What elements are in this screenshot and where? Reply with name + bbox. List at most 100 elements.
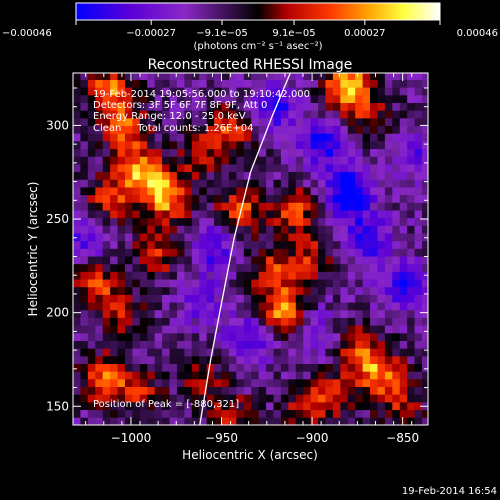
heatmap-cell — [87, 409, 96, 418]
heatmap-cell — [191, 348, 200, 357]
heatmap-cell — [266, 286, 274, 295]
heatmap-cell — [102, 164, 111, 173]
heatmap-cell — [273, 148, 282, 157]
heatmap-cell — [251, 294, 260, 303]
heatmap-cell — [228, 179, 237, 188]
heatmap-cell — [266, 225, 274, 234]
heatmap-cell — [95, 133, 104, 142]
heatmap-cell — [132, 417, 141, 425]
heatmap-cell — [162, 179, 170, 188]
heatmap-cell — [95, 294, 104, 303]
heatmap-cell — [332, 140, 341, 150]
heatmap-cell — [102, 363, 111, 372]
heatmap-cell — [251, 401, 260, 411]
heatmap-cell — [73, 225, 81, 234]
heatmap-cell — [258, 87, 267, 96]
heatmap-cell — [162, 110, 170, 119]
heatmap-cell — [147, 164, 156, 173]
heatmap-cell — [176, 156, 185, 165]
heatmap-cell — [377, 409, 386, 418]
heatmap-cell — [251, 355, 260, 364]
heatmap-cell — [303, 164, 312, 173]
heatmap-cell — [73, 148, 81, 157]
heatmap-cell — [206, 202, 215, 211]
heatmap-cell — [162, 240, 170, 249]
heatmap-cell — [221, 187, 230, 196]
heatmap-cell — [384, 340, 393, 349]
heatmap-cell — [303, 363, 312, 372]
heatmap-cell — [184, 386, 193, 395]
heatmap-cell — [214, 279, 222, 288]
heatmap-cell — [347, 340, 356, 349]
heatmap-cell — [176, 394, 185, 403]
heatmap-cell — [102, 179, 111, 188]
heatmap-cell — [251, 73, 260, 80]
heatmap-cell — [124, 225, 133, 234]
heatmap-cell — [124, 164, 133, 173]
heatmap-cell — [288, 87, 297, 96]
heatmap-cell — [110, 202, 118, 211]
heatmap-cell — [102, 348, 111, 357]
heatmap-cell — [295, 294, 304, 303]
heatmap-cell — [243, 156, 252, 165]
heatmap-cell — [362, 248, 371, 257]
heatmap-cell — [377, 279, 386, 288]
heatmap-cell — [176, 294, 185, 303]
heatmap-cell — [266, 233, 274, 242]
heatmap-cell — [214, 156, 222, 165]
heatmap-cell — [132, 94, 141, 103]
heatmap-cell — [355, 325, 364, 334]
heatmap-cell — [117, 156, 126, 165]
heatmap-cell — [422, 363, 428, 372]
heatmap-cell — [214, 302, 222, 311]
heatmap-cell — [251, 202, 260, 211]
heatmap-cell — [288, 225, 297, 234]
heatmap-cell — [370, 401, 378, 411]
heatmap-cell — [191, 294, 200, 303]
heatmap-cell — [325, 378, 334, 388]
heatmap-cell — [199, 294, 208, 303]
heatmap-cell — [73, 378, 81, 388]
heatmap-cell — [132, 263, 141, 272]
heatmap-cell — [87, 256, 96, 265]
heatmap-cell — [80, 256, 89, 265]
heatmap-cell — [399, 87, 408, 96]
heatmap-cell — [139, 394, 148, 403]
heatmap-cell — [340, 348, 349, 357]
heatmap-cell — [147, 117, 156, 127]
heatmap-cell — [325, 233, 334, 242]
heatmap-cell — [362, 263, 371, 272]
heatmap-cell — [288, 256, 297, 265]
heatmap-cell — [191, 187, 200, 196]
heatmap-cell — [377, 194, 386, 203]
heatmap-cell — [191, 240, 200, 249]
heatmap-cell — [332, 240, 341, 249]
heatmap-cell — [325, 371, 334, 380]
heatmap-cell — [392, 179, 401, 188]
heatmap-cell — [407, 110, 415, 119]
heatmap-cell — [325, 148, 334, 157]
heatmap-cell — [347, 332, 356, 341]
heatmap-cell — [206, 371, 215, 380]
heatmap-cell — [303, 79, 312, 88]
heatmap-cell — [236, 87, 245, 96]
heatmap-cell — [384, 133, 393, 142]
heatmap-cell — [377, 87, 386, 96]
heatmap-cell — [87, 332, 96, 341]
heatmap-cell — [95, 332, 104, 341]
heatmap-cell — [73, 409, 81, 418]
x-tick-label: −1000 — [111, 431, 152, 445]
heatmap-cell — [414, 286, 423, 295]
heatmap-cell — [303, 286, 312, 295]
heatmap-cell — [377, 363, 386, 372]
heatmap-cell — [147, 371, 156, 380]
heatmap-cell — [117, 240, 126, 249]
heatmap-cell — [384, 363, 393, 372]
heatmap-cell — [139, 87, 148, 96]
heatmap-cell — [184, 371, 193, 380]
heatmap-cell — [236, 179, 245, 188]
heatmap-cell — [355, 309, 364, 318]
heatmap-cell — [362, 187, 371, 196]
heatmap-cell — [414, 217, 423, 226]
heatmap-cell — [124, 94, 133, 103]
